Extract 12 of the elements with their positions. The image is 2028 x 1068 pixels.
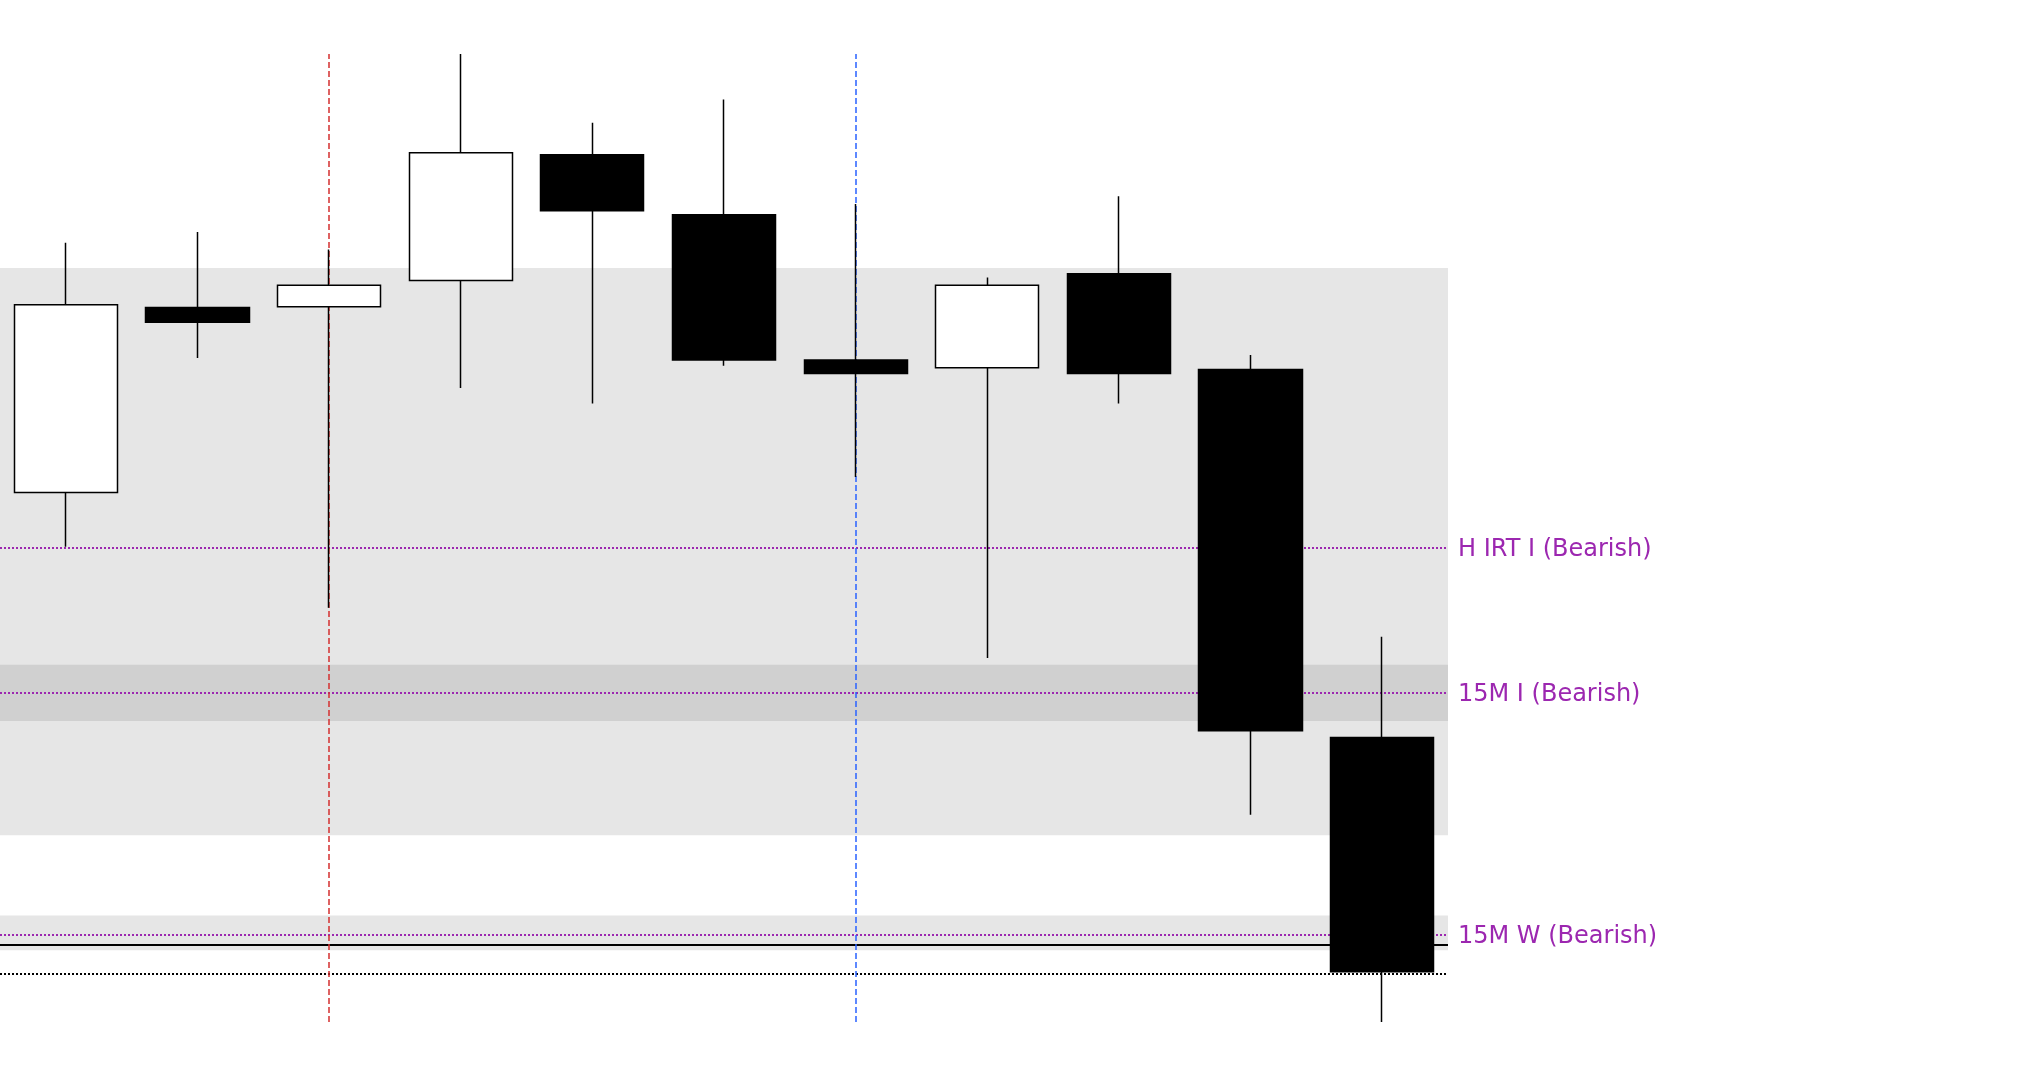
candlestick xyxy=(803,203,909,478)
candlestick xyxy=(408,53,514,389)
ref-line-label: 15M I (Bearish) xyxy=(1457,678,1641,707)
ref-line-label: H IRT I (Bearish) xyxy=(1457,533,1652,562)
candlestick xyxy=(13,242,119,548)
candlestick xyxy=(671,98,777,367)
candlestick xyxy=(1197,354,1304,816)
candlestick xyxy=(539,121,645,405)
candlestick xyxy=(934,276,1040,659)
ref-line-label: 15M W (Bearish) xyxy=(1457,920,1658,949)
candlestick xyxy=(144,231,251,359)
candlestick xyxy=(1066,195,1172,405)
